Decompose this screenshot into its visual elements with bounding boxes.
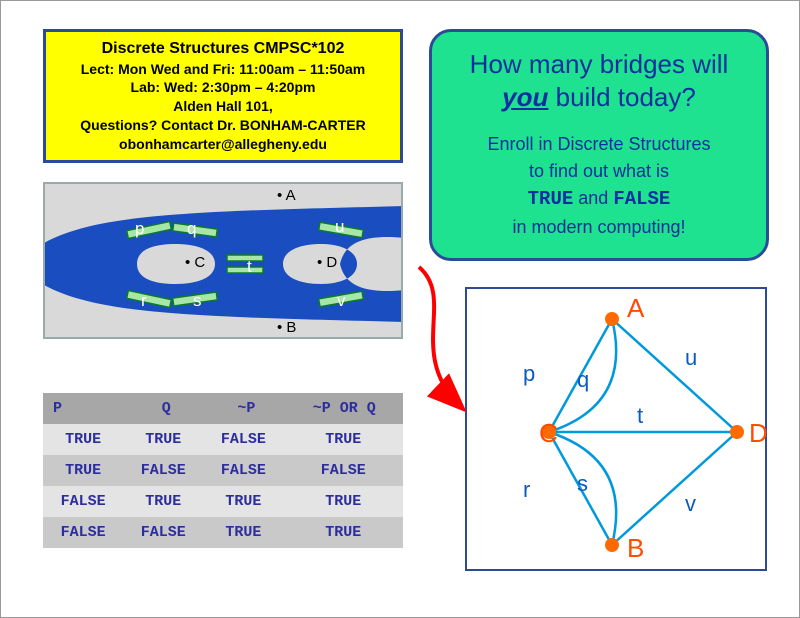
course-info-box: Discrete Structures CMPSC*102 Lect: Mon …: [43, 29, 403, 163]
promo-sub-line-4: in modern computing!: [446, 214, 752, 241]
svg-text:p: p: [135, 219, 144, 238]
table-cell: FALSE: [283, 455, 403, 486]
lab-schedule: Lab: Wed: 2:30pm – 4:20pm: [52, 78, 394, 97]
promo-and-word: and: [573, 188, 613, 208]
svg-text:u: u: [685, 345, 697, 370]
graph-diagram: p q r s t u v A B C D: [465, 287, 767, 571]
promo-sub-line-3: TRUE and FALSE: [446, 185, 752, 214]
svg-text:• C: • C: [185, 254, 205, 271]
bridge-diagram-svg: p q r s t u v • A • B • C • D: [45, 184, 403, 339]
table-cell: TRUE: [123, 424, 203, 455]
contact-email: obonhamcarter@allegheny.edu: [52, 135, 394, 154]
promo-headline-you: you: [502, 82, 548, 112]
svg-text:p: p: [523, 361, 535, 386]
svg-text:C: C: [539, 418, 558, 448]
svg-text:u: u: [335, 217, 344, 236]
col-notp-or-q: ~P OR Q: [283, 393, 403, 424]
svg-text:D: D: [749, 418, 768, 448]
promo-headline: How many bridges will you build today?: [446, 48, 752, 113]
svg-text:v: v: [337, 291, 346, 310]
table-cell: TRUE: [43, 424, 123, 455]
svg-text:• D: • D: [317, 254, 337, 271]
arrow-icon: [411, 259, 481, 419]
table-cell: FALSE: [203, 455, 283, 486]
svg-text:q: q: [577, 367, 589, 392]
table-cell: TRUE: [283, 486, 403, 517]
table-cell: FALSE: [203, 424, 283, 455]
svg-text:s: s: [193, 291, 202, 310]
table-cell: TRUE: [283, 424, 403, 455]
table-cell: FALSE: [123, 455, 203, 486]
promo-subtext: Enroll in Discrete Structures to find ou…: [446, 131, 752, 241]
lecture-schedule: Lect: Mon Wed and Fri: 11:00am – 11:50am: [52, 60, 394, 79]
table-cell: TRUE: [283, 517, 403, 548]
table-header-row: P Q ~P ~P OR Q: [43, 393, 403, 424]
table-row: TRUEFALSEFALSEFALSE: [43, 455, 403, 486]
table-cell: TRUE: [203, 486, 283, 517]
table-cell: TRUE: [43, 455, 123, 486]
promo-headline-pre: How many bridges will: [470, 49, 729, 79]
svg-text:q: q: [187, 219, 196, 238]
promo-box: How many bridges will you build today? E…: [429, 29, 769, 261]
col-p: P: [43, 393, 123, 424]
contact-info: Questions? Contact Dr. BONHAM-CARTER: [52, 116, 394, 135]
promo-headline-post: build today?: [548, 82, 695, 112]
table-cell: TRUE: [203, 517, 283, 548]
svg-text:A: A: [627, 293, 645, 323]
svg-text:r: r: [523, 477, 530, 502]
table-cell: FALSE: [43, 486, 123, 517]
truth-table: P Q ~P ~P OR Q TRUETRUEFALSETRUETRUEFALS…: [43, 393, 403, 548]
promo-sub-line-1: Enroll in Discrete Structures: [446, 131, 752, 158]
table-row: FALSEFALSETRUETRUE: [43, 517, 403, 548]
table-cell: FALSE: [43, 517, 123, 548]
svg-text:B: B: [627, 533, 644, 563]
svg-text:r: r: [141, 291, 147, 310]
svg-text:• B: • B: [277, 319, 296, 336]
promo-true-word: TRUE: [528, 188, 574, 210]
table-row: FALSETRUETRUETRUE: [43, 486, 403, 517]
svg-text:v: v: [685, 491, 696, 516]
graph-diagram-svg: p q r s t u v A B C D: [467, 289, 769, 573]
svg-text:t: t: [637, 403, 643, 428]
table-cell: TRUE: [123, 486, 203, 517]
promo-false-word: FALSE: [613, 188, 670, 210]
bridge-diagram: p q r s t u v • A • B • C • D: [43, 182, 403, 339]
col-notp: ~P: [203, 393, 283, 424]
room-info: Alden Hall 101,: [52, 97, 394, 116]
col-q: Q: [123, 393, 203, 424]
svg-text:s: s: [577, 471, 588, 496]
promo-sub-line-2: to find out what is: [446, 158, 752, 185]
course-title: Discrete Structures CMPSC*102: [52, 38, 394, 60]
svg-text:• A: • A: [277, 187, 296, 204]
table-cell: FALSE: [123, 517, 203, 548]
table-row: TRUETRUEFALSETRUE: [43, 424, 403, 455]
svg-text:t: t: [247, 257, 252, 276]
